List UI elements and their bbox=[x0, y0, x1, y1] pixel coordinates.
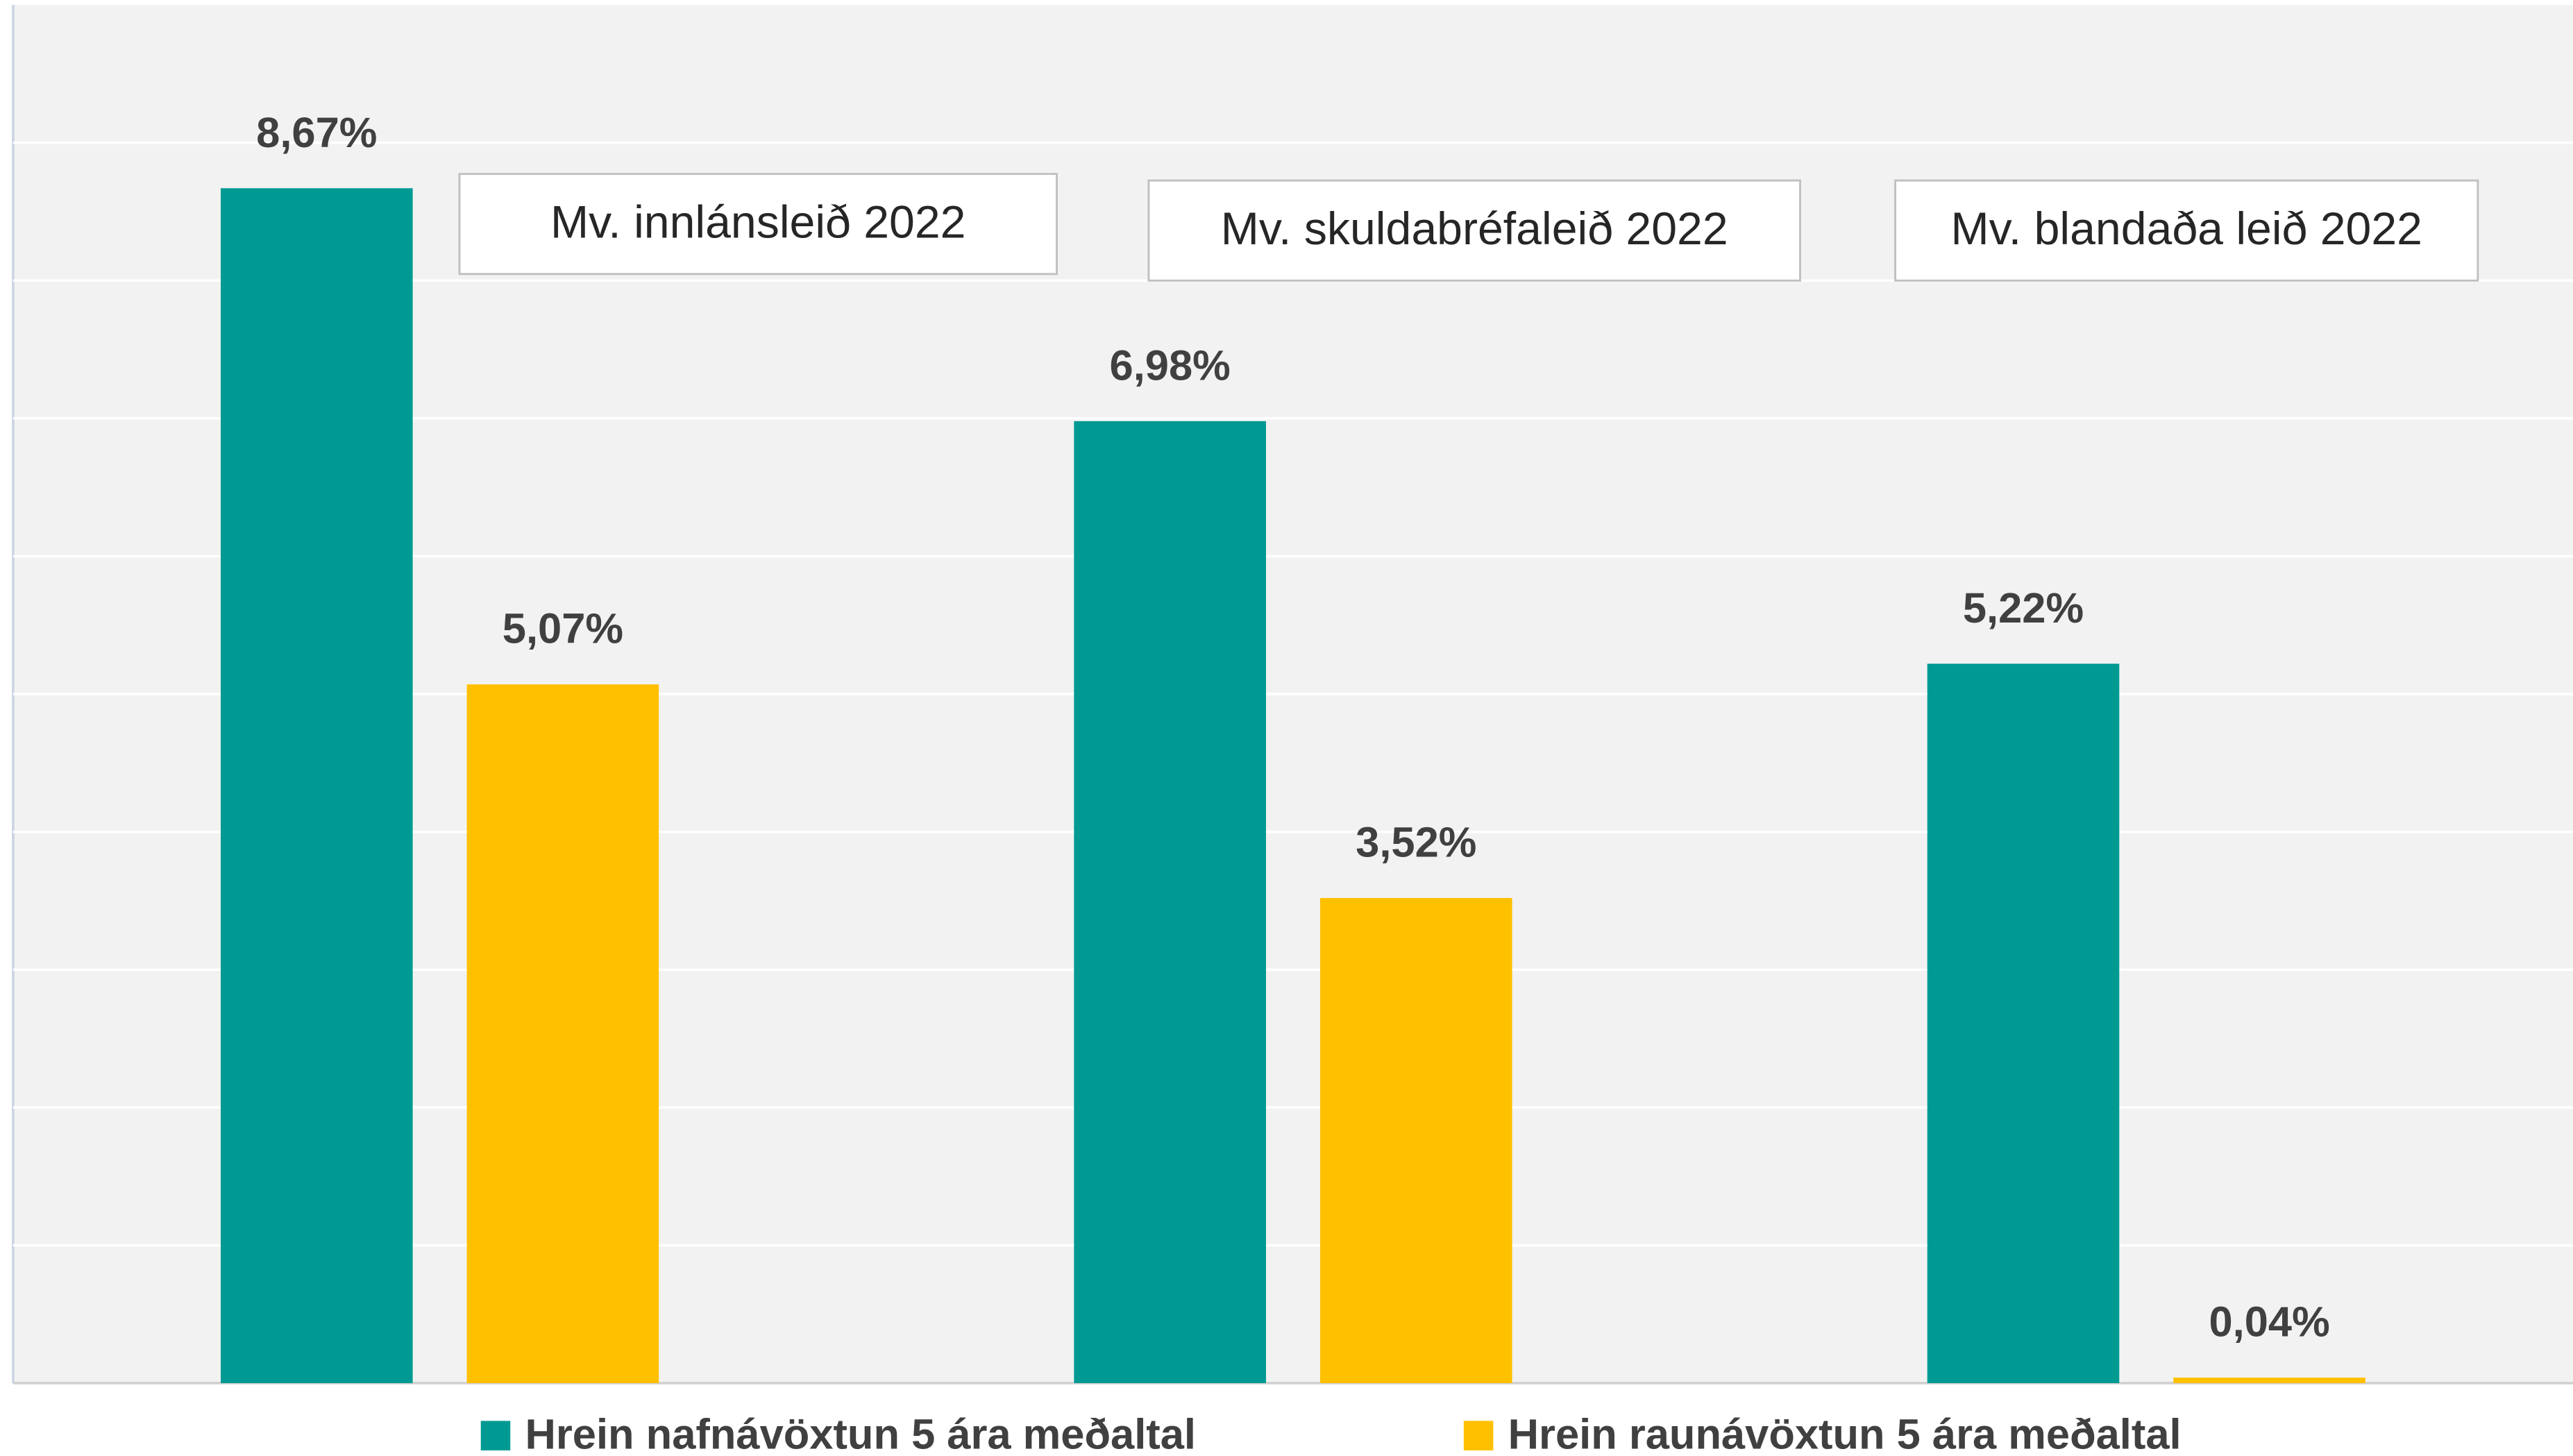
bar bbox=[1319, 897, 1512, 1384]
category-box bbox=[1147, 179, 1801, 282]
legend-label: Hrein raunávöxtun 5 ára meðaltal bbox=[1508, 1410, 2182, 1456]
category-label: Mv. skuldabréfaleið 2022 bbox=[1221, 203, 1728, 255]
category-label: Mv. blandaða leið 2022 bbox=[1950, 203, 2422, 255]
category-box bbox=[1894, 179, 2479, 282]
data-label: 6,98% bbox=[1110, 341, 1231, 389]
bar bbox=[1927, 663, 2120, 1384]
legend-swatch bbox=[1463, 1421, 1494, 1450]
bar bbox=[220, 188, 413, 1384]
bar bbox=[1074, 421, 1266, 1384]
data-label: 0,04% bbox=[2209, 1298, 2330, 1346]
bar bbox=[466, 684, 659, 1384]
category-box bbox=[458, 173, 1058, 276]
data-label: 8,67% bbox=[256, 109, 377, 157]
legend-swatch bbox=[480, 1421, 511, 1450]
data-label: 5,07% bbox=[503, 605, 623, 653]
legend-label: Hrein nafnávöxtun 5 ára meðaltal bbox=[525, 1410, 1196, 1456]
data-label: 3,52% bbox=[1356, 819, 1476, 867]
data-label: 5,22% bbox=[1963, 584, 2084, 632]
bar bbox=[2173, 1378, 2365, 1384]
category-label: Mv. innlánsleið 2022 bbox=[550, 197, 966, 248]
